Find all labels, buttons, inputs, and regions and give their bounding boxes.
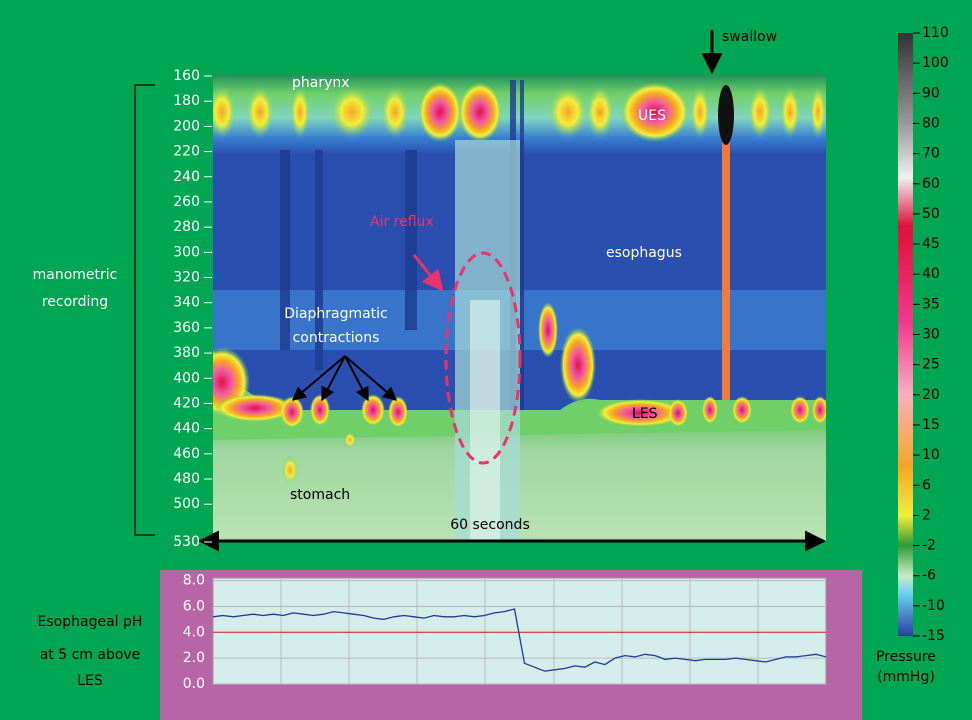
y-tick-label: 160 — [173, 68, 200, 84]
colorbar-tick-label: 25 — [922, 357, 940, 373]
side-label: manometric — [33, 267, 118, 283]
y-tick-label: 480 — [173, 471, 200, 487]
colorbar-tick-label: 45 — [922, 236, 940, 252]
y-tick-label: 260 — [173, 194, 200, 210]
colorbar-tick-label: 110 — [922, 25, 949, 41]
colorbar-title: (mmHg) — [877, 669, 935, 685]
ph-plot-area — [213, 578, 826, 684]
figure: 1601802002202402602803003203403603804004… — [0, 0, 972, 720]
y-tick-label: 460 — [173, 446, 200, 462]
y-tick-label: 280 — [173, 219, 200, 235]
y-tick-label: 200 — [173, 118, 200, 134]
colorbar-title: Pressure — [876, 649, 936, 665]
colorbar-tick-label: -2 — [922, 538, 936, 554]
diaphragmatic-label: contractions — [293, 330, 380, 346]
colorbar-tick-label: -6 — [922, 568, 936, 584]
colorbar-tick-label: 60 — [922, 176, 940, 192]
colorbar-tick-label: 20 — [922, 387, 940, 403]
y-tick-label: 400 — [173, 370, 200, 386]
colorbar-tick-label: 80 — [922, 115, 940, 131]
colorbar-tick-label: 40 — [922, 266, 940, 282]
colorbar-tick-label: 2 — [922, 507, 931, 523]
y-tick-label: 180 — [173, 93, 200, 109]
air-reflux-label: Air reflux — [370, 214, 434, 230]
stomach-label: stomach — [290, 487, 350, 503]
colorbar-tick-label: 6 — [922, 477, 931, 493]
colorbar — [898, 33, 913, 636]
y-tick-label: 530 — [173, 534, 200, 550]
duration-label: 60 seconds — [450, 517, 530, 533]
colorbar-tick-label: 90 — [922, 85, 940, 101]
colorbar-tick-label: -15 — [922, 628, 945, 644]
colorbar-tick-label: 50 — [922, 206, 940, 222]
les-label: LES — [632, 406, 658, 422]
side-label: recording — [42, 294, 108, 310]
colorbar-tick-label: -10 — [922, 598, 945, 614]
colorbar-tick-label: 30 — [922, 327, 940, 343]
ues-label: UES — [638, 108, 666, 124]
y-tick-label: 500 — [173, 496, 200, 512]
pharynx-label: pharynx — [292, 75, 350, 91]
y-tick-label: 220 — [173, 144, 200, 160]
y-tick-label: 4.0 — [183, 624, 205, 640]
diaphragmatic-label: Diaphragmatic — [284, 306, 388, 322]
y-tick-label: 8.0 — [183, 573, 205, 589]
y-axis-label: LES — [77, 673, 103, 689]
y-tick-label: 380 — [173, 345, 200, 361]
colorbar-tick-label: 15 — [922, 417, 940, 433]
y-tick-label: 360 — [173, 320, 200, 336]
y-axis-label: Esophageal pH — [38, 614, 143, 630]
colorbar-tick-label: 10 — [922, 447, 940, 463]
y-tick-label: 340 — [173, 295, 200, 311]
y-tick-label: 240 — [173, 169, 200, 185]
y-tick-label: 320 — [173, 270, 200, 286]
y-tick-label: 6.0 — [183, 598, 205, 614]
bracket — [135, 85, 155, 535]
y-tick-label: 300 — [173, 244, 200, 260]
y-tick-label: 440 — [173, 421, 200, 437]
y-tick-label: 0.0 — [183, 676, 205, 692]
y-axis-label: at 5 cm above — [40, 647, 141, 663]
colorbar-tick-label: 100 — [922, 55, 949, 71]
y-tick-label: 2.0 — [183, 650, 205, 666]
esophagus-label: esophagus — [606, 245, 682, 261]
swallow-label: swallow — [722, 29, 777, 45]
y-tick-label: 420 — [173, 395, 200, 411]
colorbar-tick-label: 35 — [922, 296, 940, 312]
colorbar-tick-label: 70 — [922, 146, 940, 162]
